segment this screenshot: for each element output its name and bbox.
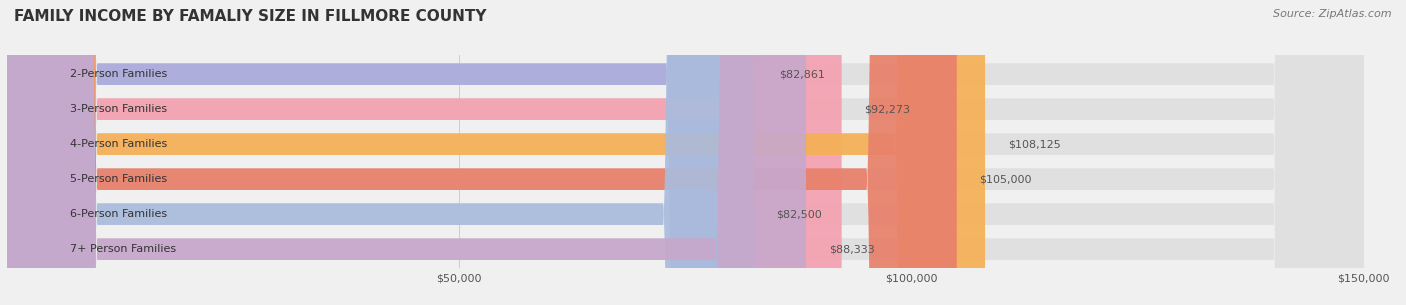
FancyBboxPatch shape xyxy=(7,0,756,305)
Text: $82,861: $82,861 xyxy=(779,69,825,79)
Text: 7+ Person Families: 7+ Person Families xyxy=(70,244,177,254)
FancyBboxPatch shape xyxy=(7,0,1364,305)
FancyBboxPatch shape xyxy=(7,0,1364,305)
FancyBboxPatch shape xyxy=(7,0,1364,305)
Text: 2-Person Families: 2-Person Families xyxy=(70,69,167,79)
FancyBboxPatch shape xyxy=(7,0,1364,305)
Text: 4-Person Families: 4-Person Families xyxy=(70,139,167,149)
FancyBboxPatch shape xyxy=(7,0,806,305)
Text: FAMILY INCOME BY FAMALIY SIZE IN FILLMORE COUNTY: FAMILY INCOME BY FAMALIY SIZE IN FILLMOR… xyxy=(14,9,486,24)
FancyBboxPatch shape xyxy=(7,0,986,305)
Text: $82,500: $82,500 xyxy=(776,209,821,219)
FancyBboxPatch shape xyxy=(7,0,1364,305)
Text: 6-Person Families: 6-Person Families xyxy=(70,209,167,219)
FancyBboxPatch shape xyxy=(7,0,1364,305)
FancyBboxPatch shape xyxy=(7,0,754,305)
Text: $92,273: $92,273 xyxy=(865,104,910,114)
Text: $105,000: $105,000 xyxy=(980,174,1032,184)
Text: $88,333: $88,333 xyxy=(828,244,875,254)
Text: 5-Person Families: 5-Person Families xyxy=(70,174,167,184)
FancyBboxPatch shape xyxy=(7,0,842,305)
FancyBboxPatch shape xyxy=(7,0,956,305)
Text: Source: ZipAtlas.com: Source: ZipAtlas.com xyxy=(1274,9,1392,19)
Text: 3-Person Families: 3-Person Families xyxy=(70,104,167,114)
Text: $108,125: $108,125 xyxy=(1008,139,1060,149)
